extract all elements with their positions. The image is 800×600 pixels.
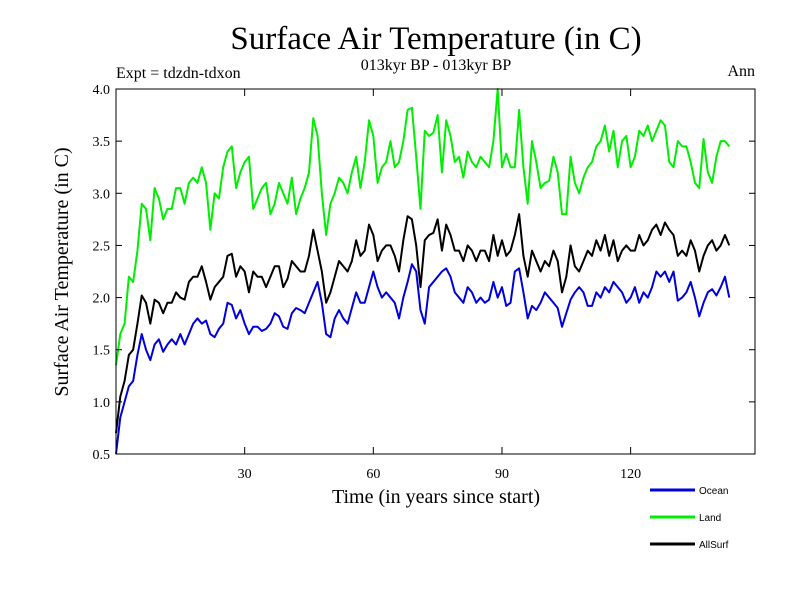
series-layer	[115, 88, 731, 455]
legend-label-allsurf: AllSurf	[699, 540, 729, 551]
x-tick-label: 120	[620, 467, 641, 482]
x-axis: 30 60 90 120	[238, 89, 641, 482]
period-label: Ann	[727, 63, 755, 80]
legend: Ocean Land AllSurf	[650, 486, 729, 551]
y-tick-label: 4.0	[93, 83, 111, 98]
y-tick-label: 0.5	[93, 448, 111, 463]
y-axis-label: Surface Air Temperature (in C)	[51, 147, 73, 396]
chart-subtitle: 013kyr BP - 013kyr BP	[361, 57, 512, 74]
series-line-allsurf	[115, 213, 731, 434]
x-tick-label: 90	[495, 467, 509, 482]
y-tick-label: 1.0	[93, 396, 111, 411]
x-tick-label: 60	[366, 467, 380, 482]
legend-label-ocean: Ocean	[699, 486, 728, 497]
y-tick-label: 2.0	[93, 292, 111, 307]
series-line-ocean	[115, 263, 731, 455]
chart-title: Surface Air Temperature (in C)	[230, 21, 641, 57]
series-line-land	[115, 88, 731, 366]
x-tick-label: 30	[238, 467, 252, 482]
y-tick-label: 1.5	[93, 344, 111, 359]
x-axis-label: Time (in years since start)	[332, 486, 540, 508]
y-axis: 0.5 1.0 1.5 2.0 2.5 3.0 3.5 4.0	[93, 83, 755, 463]
experiment-label: Expt = tdzdn-tdxon	[116, 65, 241, 82]
plot-frame	[115, 88, 756, 455]
y-tick-label: 2.5	[93, 239, 111, 254]
legend-label-land: Land	[699, 513, 721, 524]
y-tick-label: 3.0	[93, 187, 111, 202]
y-tick-label: 3.5	[93, 135, 111, 150]
